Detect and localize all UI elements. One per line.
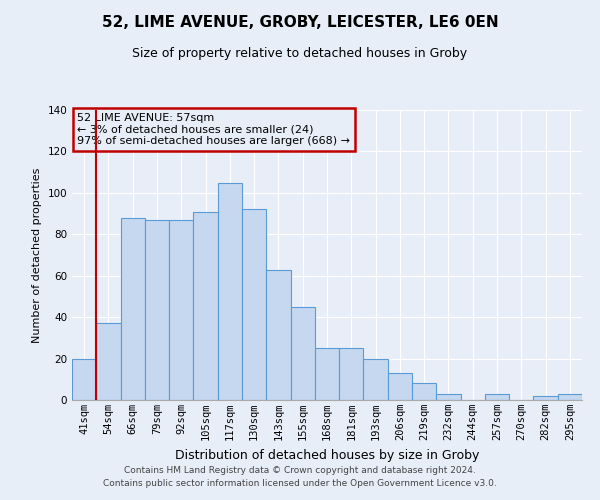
- Bar: [169, 220, 193, 400]
- Bar: [72, 358, 96, 400]
- Text: Size of property relative to detached houses in Groby: Size of property relative to detached ho…: [133, 48, 467, 60]
- Bar: [339, 348, 364, 400]
- Bar: [388, 373, 412, 400]
- Bar: [412, 384, 436, 400]
- Bar: [145, 220, 169, 400]
- Bar: [266, 270, 290, 400]
- X-axis label: Distribution of detached houses by size in Groby: Distribution of detached houses by size …: [175, 448, 479, 462]
- Bar: [436, 394, 461, 400]
- Bar: [533, 396, 558, 400]
- Text: 52, LIME AVENUE, GROBY, LEICESTER, LE6 0EN: 52, LIME AVENUE, GROBY, LEICESTER, LE6 0…: [101, 15, 499, 30]
- Text: 52 LIME AVENUE: 57sqm
← 3% of detached houses are smaller (24)
97% of semi-detac: 52 LIME AVENUE: 57sqm ← 3% of detached h…: [77, 113, 350, 146]
- Bar: [315, 348, 339, 400]
- Bar: [193, 212, 218, 400]
- Text: Contains HM Land Registry data © Crown copyright and database right 2024.
Contai: Contains HM Land Registry data © Crown c…: [103, 466, 497, 487]
- Bar: [558, 394, 582, 400]
- Bar: [364, 358, 388, 400]
- Bar: [96, 324, 121, 400]
- Bar: [485, 394, 509, 400]
- Bar: [121, 218, 145, 400]
- Bar: [218, 182, 242, 400]
- Bar: [290, 307, 315, 400]
- Y-axis label: Number of detached properties: Number of detached properties: [32, 168, 42, 342]
- Bar: [242, 210, 266, 400]
